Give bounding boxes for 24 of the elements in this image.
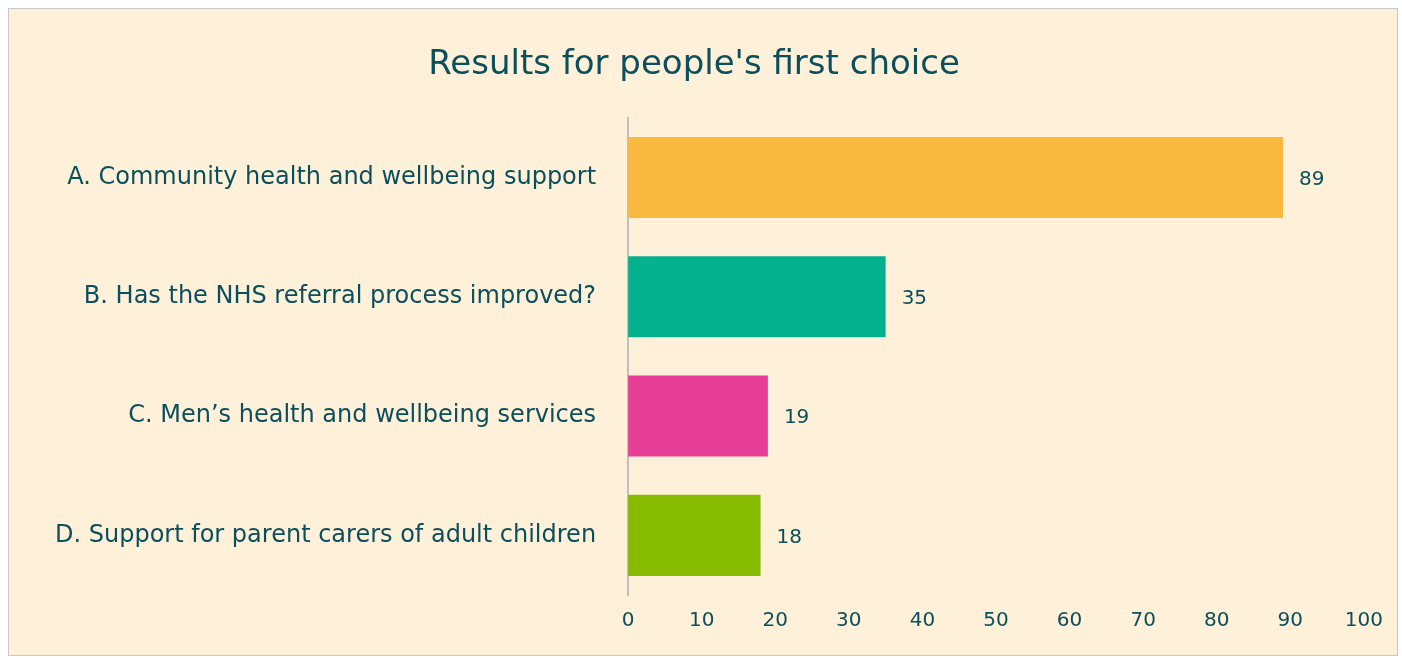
data-label: 89 bbox=[1298, 165, 1325, 190]
bar bbox=[628, 375, 768, 457]
data-label: 19 bbox=[783, 404, 810, 429]
x-tick-label: 30 bbox=[836, 607, 862, 632]
x-tick-label: 100 bbox=[1344, 607, 1384, 632]
x-tick-label: 90 bbox=[1277, 607, 1304, 632]
bar bbox=[628, 136, 1283, 219]
y-tick-label: A. Community health and wellbeing support bbox=[67, 161, 597, 190]
y-tick-label: C. Men’s health and wellbeing services bbox=[128, 400, 597, 429]
y-tick-label: B. Has the NHS referral process improved? bbox=[83, 280, 597, 309]
x-tick-label: 20 bbox=[762, 607, 788, 632]
chart-title: Results for people's first choice bbox=[428, 42, 960, 83]
x-tick-label: 70 bbox=[1130, 607, 1156, 632]
x-tick-label: 80 bbox=[1204, 607, 1230, 632]
x-tick-label: 10 bbox=[688, 607, 715, 632]
data-label: 35 bbox=[901, 284, 928, 309]
y-tick-label: D. Support for parent carers of adult children bbox=[55, 519, 597, 548]
data-label: 18 bbox=[776, 523, 802, 548]
x-tick-label: 60 bbox=[1056, 607, 1083, 632]
bar bbox=[628, 256, 886, 338]
x-tick-label: 40 bbox=[909, 607, 936, 632]
bar bbox=[628, 494, 761, 576]
x-tick-label: 0 bbox=[621, 607, 635, 632]
x-tick-label: 50 bbox=[983, 607, 1009, 632]
